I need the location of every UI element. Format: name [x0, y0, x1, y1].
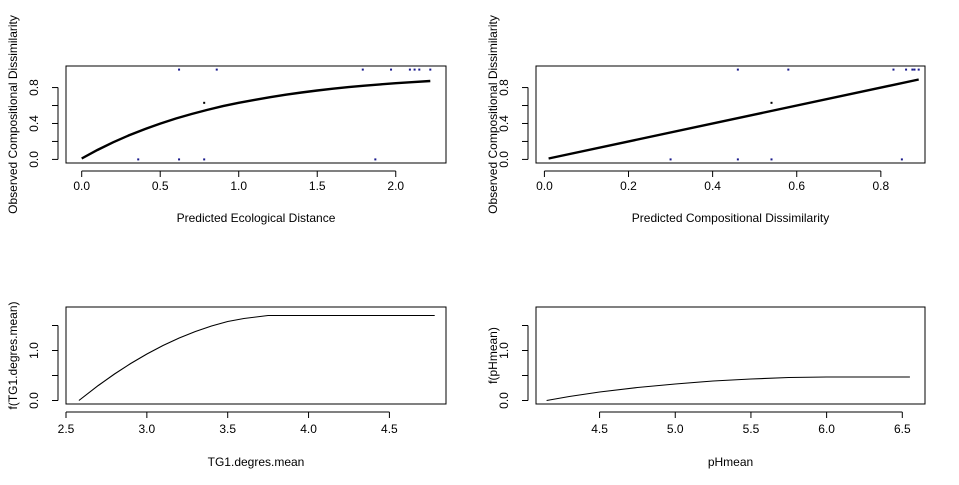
x-tick-label-2: 0.2 [620, 179, 637, 193]
data-point-1 [137, 158, 140, 161]
data-point-2 [892, 68, 895, 71]
data-point-2 [905, 68, 908, 71]
y-tick-label-2: 0.0 [497, 151, 511, 168]
x-tick-label-3: 2.5 [58, 422, 75, 436]
data-point-2 [736, 158, 739, 161]
x-tick-label-2: 0.8 [872, 179, 889, 193]
y-tick-label-3: 0.0 [27, 392, 41, 409]
y-tick-label-2: 0.8 [497, 79, 511, 96]
data-point-1 [390, 68, 393, 71]
y-tick-label-2: 0.4 [497, 115, 511, 132]
x-axis-title-3: TG1.degres.mean [208, 455, 305, 469]
x-tick-label-1: 0.5 [152, 179, 169, 193]
x-tick-label-3: 3.0 [139, 422, 156, 436]
data-point-1 [413, 68, 416, 71]
x-tick-label-1: 1.5 [309, 179, 326, 193]
data-point-1 [361, 68, 364, 71]
data-point-1 [429, 68, 432, 71]
data-point-1 [215, 68, 218, 71]
x-axis-title-4: pHmean [708, 455, 753, 469]
function-curve-4 [546, 376, 910, 402]
plot-frame-1 [65, 65, 447, 164]
x-tick-label-4: 5.0 [667, 422, 684, 436]
x-tick-label-1: 2.0 [387, 179, 404, 193]
x-tick-label-4: 6.0 [818, 422, 835, 436]
plot-frame-3 [65, 306, 447, 405]
data-point-1 [418, 68, 421, 71]
data-point-1 [178, 68, 181, 71]
x-tick-label-4: 6.5 [894, 422, 911, 436]
data-point-2 [917, 68, 920, 71]
y-axis-title-3: f(TG1.degres.mean) [6, 301, 20, 409]
x-axis-title-2: Predicted Compositional Dissimilarity [632, 211, 829, 225]
x-tick-label-3: 3.5 [219, 422, 236, 436]
x-tick-label-4: 5.5 [743, 422, 760, 436]
x-tick-label-1: 1.0 [230, 179, 247, 193]
data-point-1 [408, 68, 411, 71]
y-axis-title-4: f(pHmean) [486, 327, 500, 384]
fit-curve-1 [81, 79, 431, 160]
plot-frame-2 [535, 65, 926, 164]
x-tick-label-4: 4.5 [591, 422, 608, 436]
data-point-2 [787, 68, 790, 71]
data-point-2 [913, 68, 916, 71]
data-point-1 [203, 101, 206, 104]
x-tick-label-3: 4.5 [381, 422, 398, 436]
y-axis-title-2: Observed Compositional Dissimilarity [486, 15, 500, 214]
y-tick-label-3: 1.0 [27, 342, 41, 359]
x-axis-title-1: Predicted Ecological Distance [177, 211, 336, 225]
data-point-1 [203, 158, 206, 161]
x-tick-label-2: 0.6 [788, 179, 805, 193]
data-point-2 [669, 158, 672, 161]
y-tick-label-1: 0.4 [27, 115, 41, 132]
y-axis-title-1: Observed Compositional Dissimilarity [6, 15, 20, 214]
x-tick-label-3: 4.0 [300, 422, 317, 436]
data-point-2 [770, 101, 773, 104]
data-point-2 [770, 158, 773, 161]
plot-frame-4 [535, 306, 926, 405]
data-point-2 [911, 68, 914, 71]
y-tick-label-1: 0.0 [27, 151, 41, 168]
data-point-2 [736, 68, 739, 71]
x-tick-label-1: 0.0 [73, 179, 90, 193]
data-point-1 [374, 158, 377, 161]
y-tick-label-4: 1.0 [497, 342, 511, 359]
data-point-1 [178, 158, 181, 161]
x-tick-label-2: 0.0 [536, 179, 553, 193]
function-curve-3 [78, 314, 435, 401]
y-tick-label-4: 0.0 [497, 392, 511, 409]
data-point-2 [900, 158, 903, 161]
fit-curve-2 [548, 78, 919, 160]
x-tick-label-2: 0.4 [704, 179, 721, 193]
y-tick-label-1: 0.8 [27, 79, 41, 96]
